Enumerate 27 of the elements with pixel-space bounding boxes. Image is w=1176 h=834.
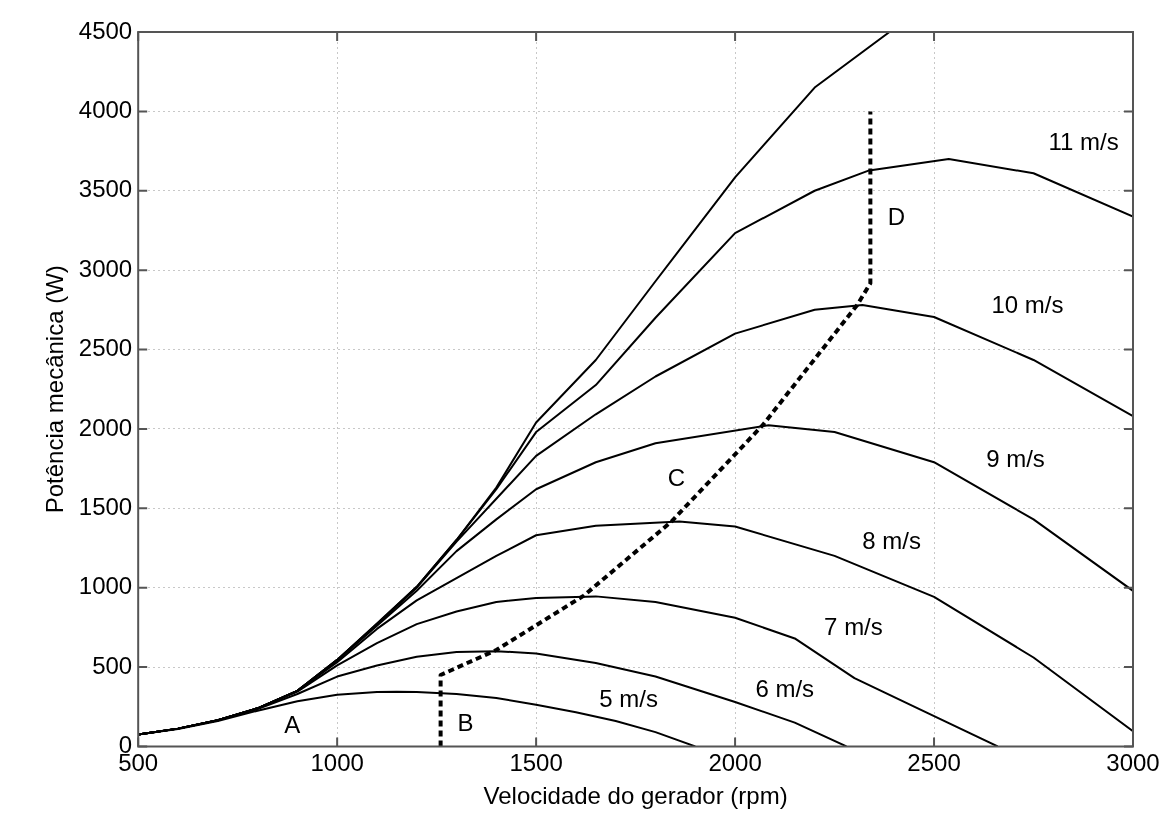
x-tick-label: 3000 xyxy=(1106,749,1160,777)
y-tick-label: 3000 xyxy=(78,254,133,282)
annotation: 11 m/s xyxy=(1048,127,1119,155)
y-tick-label: 4500 xyxy=(78,16,133,44)
x-tick-label: 2000 xyxy=(708,749,762,777)
y-tick-label: 1500 xyxy=(78,492,133,520)
annotation: 8 m/s xyxy=(862,526,921,554)
annotation: 6 m/s xyxy=(755,675,815,703)
annotation: D xyxy=(887,203,906,231)
y-tick-label: 500 xyxy=(92,651,133,679)
x-tick-label: 1000 xyxy=(310,749,364,777)
annotation: 7 m/s xyxy=(824,612,883,640)
annotation: B xyxy=(457,708,474,736)
annotation: 10 m/s xyxy=(991,290,1064,318)
annotation: 9 m/s xyxy=(986,445,1045,472)
y-tick-label: 1000 xyxy=(78,572,133,600)
y-tick-label: 2500 xyxy=(78,334,133,362)
y-tick-label: 3500 xyxy=(78,175,133,203)
annotation: 5 m/s xyxy=(599,684,659,712)
annotation: A xyxy=(284,710,301,738)
annotation: C xyxy=(667,464,686,492)
x-tick-label: 1500 xyxy=(509,749,563,777)
x-axis-title: Velocidade do gerador (rpm) xyxy=(483,782,788,810)
y-axis-title: Potência mecânica (W) xyxy=(41,265,69,514)
y-tick-label: 4000 xyxy=(78,96,133,123)
y-tick-label: 2000 xyxy=(78,413,133,441)
x-tick-label: 2500 xyxy=(907,749,961,777)
